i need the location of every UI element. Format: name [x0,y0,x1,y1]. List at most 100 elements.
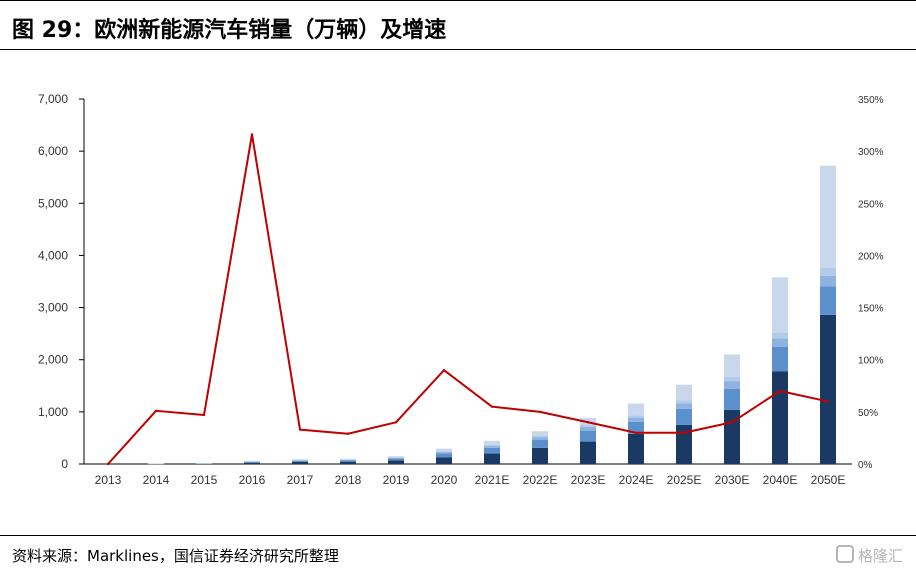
bar-segment [580,430,596,442]
bar-segment [244,461,260,462]
bar-series-group [148,165,836,465]
bar-segment [532,440,548,448]
growth-rate-point [250,133,254,136]
bar-segment [676,400,692,404]
right-tick-label: 250% [858,199,884,210]
bar-segment [292,460,308,462]
growth-rate-point [106,462,110,466]
bar-segment [628,433,644,464]
right-y-axis: 0% 50% 100% 150% 200% 250% 300% 350% [858,95,884,471]
bar-segment [676,384,692,401]
bar-segment [820,286,836,315]
bar-segment [340,459,356,461]
x-tick-label: 2017 [287,473,314,487]
bar-segment [820,267,836,276]
bar-segment [196,463,212,465]
bar-segment [724,381,740,389]
bar-segment [196,463,212,464]
x-tick-label: 2015 [191,473,218,487]
bar-segment [388,456,404,458]
bar-segment [292,460,308,461]
bar-segment [820,314,836,464]
growth-rate-point [154,409,158,413]
bar-segment [340,461,356,464]
right-tick-label: 50% [858,408,878,419]
left-tick-label: 7,000 [38,92,68,106]
x-tick-label: 2018 [335,473,362,487]
bar-segment [820,165,836,268]
left-tick-label: 2,000 [38,353,68,367]
bar-segment [676,424,692,464]
x-tick-label: 2016 [239,473,266,487]
bar-segment [532,435,548,438]
x-tick-label: 2013 [95,473,122,487]
bar-segment [628,421,644,434]
growth-rate-point [202,413,206,417]
bar-segment [292,461,308,464]
bar-segment [340,458,356,460]
bar-segment [292,459,308,461]
x-tick-label: 2014 [143,473,170,487]
source-note: 资料来源：Marklines，国信证券经济研究所整理 [12,547,339,565]
growth-line-group [106,133,830,466]
watermark-text: 格隆汇 [858,547,904,565]
bar-segment [388,457,404,458]
bar-segment [340,459,356,461]
x-tick-label: 2025E [667,473,702,487]
bar-segment [580,424,596,427]
title-bottom-rule [0,49,916,50]
bar-segment [628,403,644,416]
title-top-rule [0,0,916,1]
growth-rate-point [586,421,590,424]
bar-segment [580,441,596,464]
right-tick-label: 300% [858,147,884,158]
bar-segment [628,415,644,418]
bar-segment [628,417,644,422]
bar-segment [484,453,500,464]
chart-area: 0 1,000 2,000 3,000 4,000 5,000 6,000 7,000 0% 5… [38,92,884,487]
left-tick-label: 5,000 [38,196,68,210]
right-tick-label: 0% [858,460,873,471]
bar-segment [148,463,164,464]
bar-segment [436,451,452,453]
growth-rate-point [490,405,494,408]
title-bar: 图 29：欧洲新能源汽车销量（万辆）及增速 [0,0,916,50]
watermark-logo-icon [836,545,854,563]
chart-title: 图 29：欧洲新能源汽车销量（万辆）及增速 [12,18,447,43]
bar-segment [484,447,500,454]
growth-rate-point [826,400,830,403]
bar-segment [484,444,500,447]
bar-segment [772,371,788,464]
bar-segment [292,460,308,461]
footer-rule [0,535,916,536]
bar-segment [484,446,500,448]
bar-segment [436,452,452,454]
right-tick-label: 100% [858,356,884,367]
x-tick-label: 2023E [571,473,606,487]
bar-segment [532,447,548,464]
bar-segment [724,354,740,377]
bar-segment [436,457,452,464]
left-tick-label: 6,000 [38,144,68,158]
bar-segment [772,277,788,333]
bar-segment [244,462,260,464]
growth-rate-point [778,389,782,393]
growth-rate-point [538,410,542,414]
bar-segment [532,437,548,441]
right-tick-label: 200% [858,251,884,262]
growth-rate-point [730,421,734,424]
bar-segment [388,458,404,461]
bar-segment [484,440,500,445]
bar-segment [772,332,788,339]
x-tick-label: 2030E [715,473,750,487]
x-tick-label: 2020 [431,473,458,487]
bar-segment [820,275,836,287]
bar-segment [772,338,788,347]
growth-rate-point [442,368,446,372]
x-tick-label: 2024E [619,473,654,487]
growth-rate-point [634,431,638,434]
left-tick-label: 1,000 [38,405,68,419]
bar-segment [388,457,404,459]
bar-segment [388,460,404,464]
x-tick-label: 2019 [383,473,410,487]
